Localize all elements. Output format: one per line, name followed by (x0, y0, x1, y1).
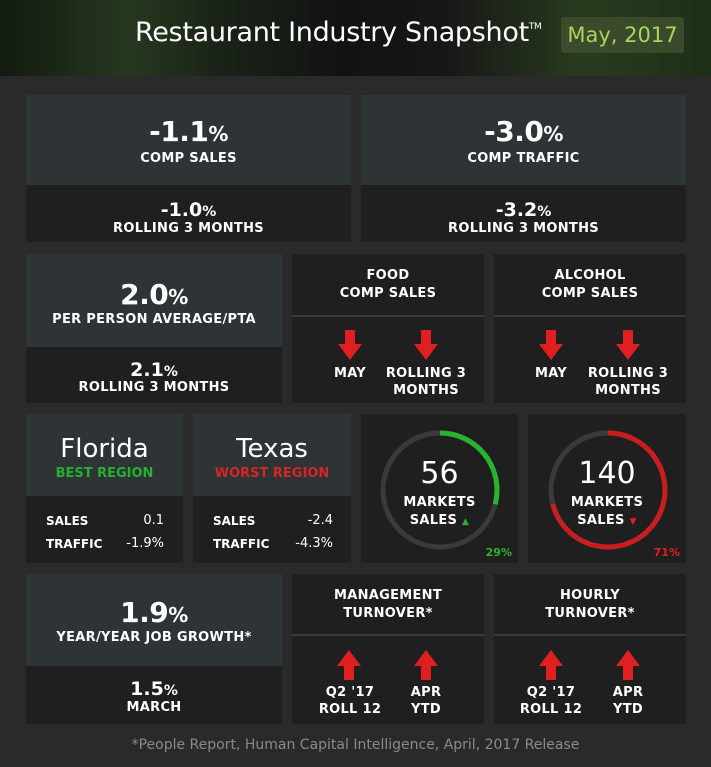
alcohol-may-label: MAY (534, 366, 568, 381)
markets-down-card: 140 MARKETS SALES ▼ 71% (528, 414, 686, 563)
down-arrow-icon (414, 330, 438, 360)
markets-up-label-1: MARKETS (403, 495, 476, 510)
divider (292, 634, 484, 636)
comp-sales-value: -1.1% (149, 115, 228, 148)
food-comp-card: FOOD COMP SALES MAY ROLLING 3 MONTHS (292, 254, 484, 403)
comp-sales-rolling: -1.0% ROLLING 3 MONTHS (26, 185, 351, 242)
comp-sales-rolling-value: -1.0% (160, 199, 217, 221)
job-growth-sub-label: MARCH (126, 700, 182, 715)
florida-card: Florida BEST REGION (26, 414, 183, 496)
date-badge: May, 2017 (561, 17, 684, 53)
food-title-line2: COMP SALES (339, 286, 437, 301)
markets-up-label-2: SALES ▲ (409, 513, 470, 528)
comp-sales-rolling-label: ROLLING 3 MONTHS (113, 221, 264, 236)
hourly-turnover-card: HOURLY TURNOVER* Q2 '17 ROLL 12 APR YTD (494, 574, 686, 724)
footnote: *People Report, Human Capital Intelligen… (131, 737, 580, 753)
florida-traffic-label: TRAFFIC (46, 537, 103, 551)
management-turnover-card: MANAGEMENT TURNOVER* Q2 '17 ROLL 12 APR … (292, 574, 484, 724)
up-triangle-icon: ▲ (462, 517, 470, 527)
comp-sales-label: COMP SALES (140, 151, 237, 166)
mgmt-title-line2: TURNOVER* (343, 606, 433, 621)
texas-sales-value: -2.4 (307, 513, 333, 528)
texas-traffic-value: -4.3% (295, 536, 333, 551)
hourly-apr-label: APR (612, 685, 644, 700)
florida-sales-value: 0.1 (143, 513, 164, 528)
markets-down-label-2: SALES ▼ (577, 513, 637, 528)
job-growth-sub: 1.5% MARCH (26, 666, 282, 724)
alcohol-rolling-label-2: MONTHS (595, 383, 661, 398)
hourly-title-line2: TURNOVER* (545, 606, 635, 621)
alcohol-rolling-label-1: ROLLING 3 (587, 366, 669, 381)
markets-down-percent: 71% (653, 546, 680, 559)
markets-up-percent: 29% (485, 546, 512, 559)
food-may-label: MAY (333, 366, 367, 381)
texas-card: Texas WORST REGION (193, 414, 351, 496)
food-rolling-label-1: ROLLING 3 (385, 366, 467, 381)
comp-traffic-rolling-label: ROLLING 3 MONTHS (448, 221, 599, 236)
up-arrow-icon (616, 650, 640, 680)
markets-down-label-1: MARKETS (570, 495, 644, 510)
page-title: Restaurant Industry SnapshotTM (135, 17, 542, 48)
hourly-title-line1: HOURLY (560, 588, 620, 603)
comp-traffic-value: -3.0% (484, 115, 563, 148)
down-triangle-icon: ▼ (629, 517, 637, 527)
comp-sales-card: -1.1% COMP SALES (26, 95, 351, 185)
ppa-rolling-value: 2.1% (130, 359, 178, 381)
ppa-card: 2.0% PER PERSON AVERAGE/PTA (26, 254, 282, 347)
ppa-label: PER PERSON AVERAGE/PTA (52, 312, 256, 327)
texas-traffic-label: TRAFFIC (213, 537, 270, 551)
ppa-rolling-label: ROLLING 3 MONTHS (78, 380, 230, 395)
florida-traffic-value: -1.9% (126, 536, 164, 551)
up-arrow-icon (337, 650, 361, 680)
divider (292, 315, 484, 317)
food-title-line1: FOOD (366, 268, 410, 283)
comp-traffic-rolling: -3.2% ROLLING 3 MONTHS (361, 185, 686, 242)
trademark: TM (528, 22, 542, 32)
worst-region-badge: WORST REGION (214, 466, 330, 481)
comp-traffic-label: COMP TRAFFIC (467, 151, 580, 166)
food-rolling-label-2: MONTHS (393, 383, 459, 398)
hourly-roll12-label: ROLL 12 (519, 702, 583, 717)
divider (494, 315, 686, 317)
texas-sales-label: SALES (213, 514, 256, 528)
down-arrow-icon (338, 330, 362, 360)
ppa-rolling: 2.1% ROLLING 3 MONTHS (26, 347, 282, 403)
florida-sales-label: SALES (46, 514, 89, 528)
job-growth-label: YEAR/YEAR JOB GROWTH* (56, 630, 252, 645)
mgmt-roll12-label: ROLL 12 (318, 702, 382, 717)
texas-name: Texas (236, 434, 308, 464)
up-arrow-icon (539, 650, 563, 680)
markets-up-gauge (380, 430, 500, 550)
mgmt-apr-label: APR (410, 685, 442, 700)
texas-stats: SALES -2.4 TRAFFIC -4.3% (193, 496, 351, 563)
comp-traffic-rolling-value: -3.2% (495, 199, 552, 221)
alcohol-title-line2: COMP SALES (541, 286, 639, 301)
job-growth-sub-value: 1.5% (130, 678, 178, 700)
up-arrow-icon (414, 650, 438, 680)
divider (494, 634, 686, 636)
header-banner: Restaurant Industry SnapshotTM May, 2017 (0, 0, 711, 76)
best-region-badge: BEST REGION (55, 466, 154, 481)
down-arrow-icon (616, 330, 640, 360)
florida-name: Florida (60, 434, 149, 464)
ppa-value: 2.0% (120, 278, 188, 311)
markets-up-count: 56 (420, 456, 459, 491)
alcohol-comp-card: ALCOHOL COMP SALES MAY ROLLING 3 MONTHS (494, 254, 686, 403)
florida-stats: SALES 0.1 TRAFFIC -1.9% (26, 496, 183, 563)
mgmt-ytd-label: YTD (411, 702, 441, 717)
mgmt-title-line1: MANAGEMENT (333, 588, 443, 603)
hourly-ytd-label: YTD (613, 702, 643, 717)
down-arrow-icon (539, 330, 563, 360)
comp-traffic-card: -3.0% COMP TRAFFIC (361, 95, 686, 185)
markets-down-count: 140 (578, 456, 636, 491)
hourly-q2-label: Q2 '17 (526, 685, 576, 700)
alcohol-title-line1: ALCOHOL (554, 268, 626, 283)
markets-up-card: 56 MARKETS SALES ▲ 29% (361, 414, 518, 563)
job-growth-value: 1.9% (120, 596, 188, 629)
markets-down-gauge (548, 430, 668, 550)
mgmt-q2-label: Q2 '17 (325, 685, 375, 700)
job-growth-card: 1.9% YEAR/YEAR JOB GROWTH* (26, 574, 282, 666)
